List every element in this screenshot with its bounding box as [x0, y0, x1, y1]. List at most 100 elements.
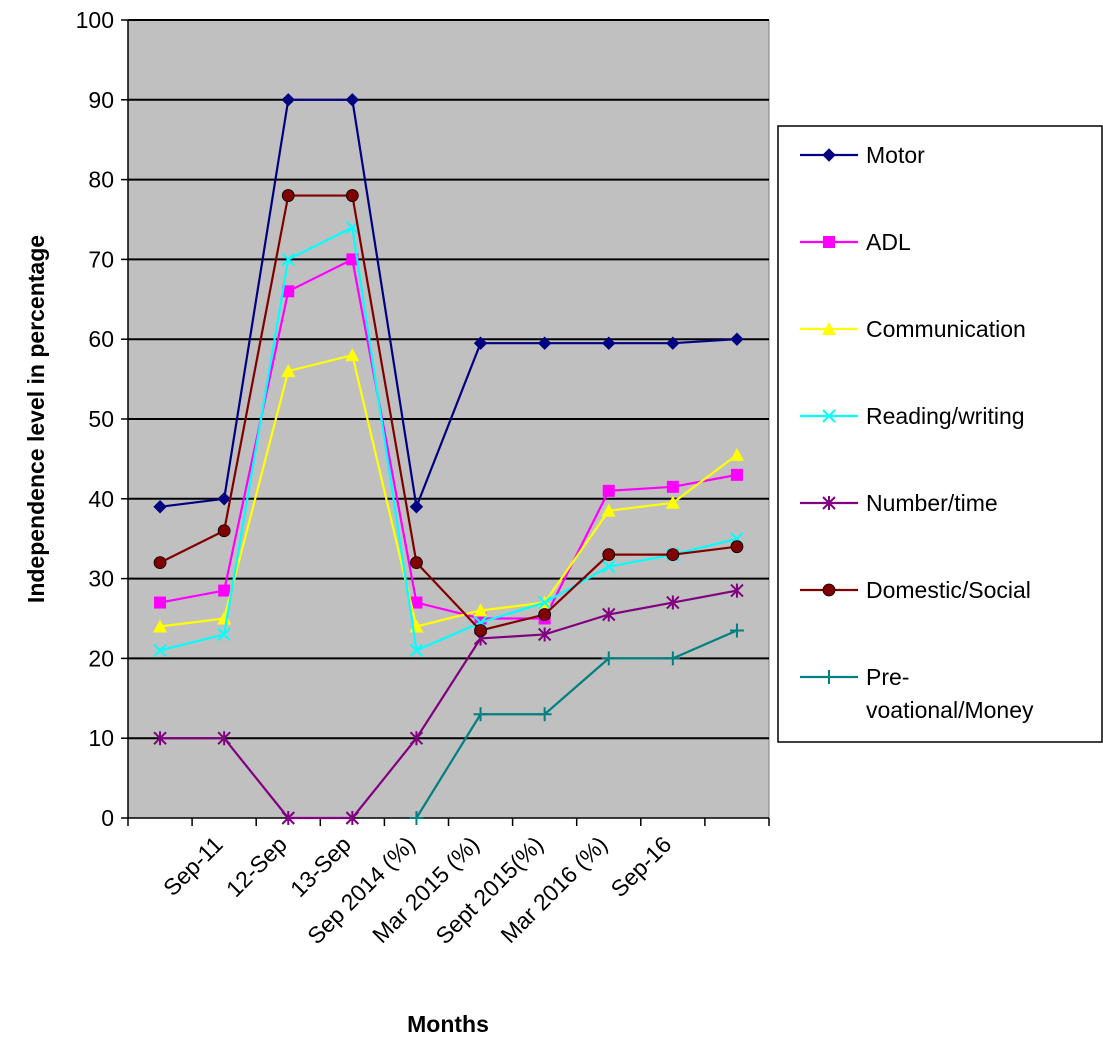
y-tick-label: 30 [88, 566, 114, 592]
data-point [666, 548, 680, 562]
data-point [218, 584, 231, 597]
legend-label-line: ADL [866, 229, 911, 255]
data-point [602, 548, 616, 562]
y-tick-labels: 0 10 20 30 40 50 60 70 80 90 100 [76, 7, 114, 831]
x-axis-title: Months [407, 1011, 489, 1037]
data-point [281, 811, 295, 825]
data-point [602, 607, 616, 622]
series-line [415, 629, 738, 819]
legend: Motor ADL Communication Reading/writing Numb… [777, 125, 1103, 743]
data-point [346, 253, 359, 266]
data-point [537, 595, 552, 610]
data-point [729, 623, 744, 638]
legend-label-line: Number/time [866, 490, 998, 516]
legend-label: Domestic/Social [866, 577, 1031, 603]
legend-marker [822, 409, 836, 423]
legend-marker [823, 236, 835, 248]
legend-label-line: Communication [866, 316, 1026, 342]
legend-marker [822, 148, 836, 162]
data-point [345, 348, 360, 362]
data-point [473, 707, 488, 722]
data-point [345, 811, 360, 825]
legend-marker [822, 496, 836, 510]
series-6 [409, 623, 744, 825]
series-4 [153, 583, 744, 825]
data-point [281, 189, 295, 202]
y-tick-label: 20 [88, 645, 114, 671]
series-3 [153, 220, 744, 658]
series-line [160, 589, 738, 820]
data-point [666, 336, 680, 350]
data-point [730, 583, 744, 598]
data-point [154, 596, 167, 609]
legend-label-line: Domestic/Social [866, 577, 1031, 603]
legend-label: Pre-voational/Money [866, 664, 1034, 723]
data-point [409, 731, 424, 746]
series-line [159, 353, 738, 628]
data-point [217, 492, 231, 506]
data-point [730, 540, 744, 554]
data-point [345, 189, 359, 202]
data-point [537, 707, 552, 722]
series-line [159, 194, 738, 632]
series-5 [153, 189, 744, 637]
data-point [537, 336, 552, 350]
data-point [153, 619, 168, 633]
data-point [730, 468, 743, 481]
y-axis-title: Independence level in percentage [23, 235, 49, 603]
data-point [730, 332, 744, 346]
data-point [601, 503, 616, 517]
data-point [409, 643, 424, 658]
data-point [281, 252, 295, 267]
series-0 [153, 93, 744, 514]
data-point [410, 596, 423, 609]
data-point [409, 811, 424, 825]
y-tick-label: 10 [88, 725, 114, 751]
data-point [282, 285, 295, 298]
legend-label: Motor [866, 142, 925, 168]
y-tick-label: 80 [88, 167, 114, 193]
gridlines [128, 19, 769, 740]
y-tick-label: 60 [88, 326, 114, 352]
data-point [281, 364, 296, 378]
data-point [217, 524, 231, 538]
legend-label: Communication [866, 316, 1026, 342]
data-point [665, 651, 680, 666]
data-point [666, 480, 679, 493]
data-point [153, 731, 167, 746]
legend-label: ADL [866, 229, 911, 255]
legend-label-line: Reading/writing [866, 403, 1025, 429]
y-tick-label: 50 [88, 406, 114, 432]
legend-marker [822, 583, 836, 597]
series-group [153, 93, 744, 825]
data-point [602, 484, 615, 497]
legend-label-line: voational/Money [866, 697, 1034, 723]
data-point [409, 500, 424, 514]
data-point [473, 603, 488, 617]
data-point [153, 556, 167, 570]
data-point [473, 336, 488, 350]
data-point [729, 447, 744, 461]
y-tick-label: 40 [88, 486, 114, 512]
legend-label: Number/time [866, 490, 998, 516]
legend-marker [822, 322, 836, 335]
data-point [153, 500, 167, 514]
y-tick-label: 90 [88, 87, 114, 113]
legend-label: Reading/writing [866, 403, 1025, 429]
data-point [666, 595, 680, 610]
legend-label-line: Pre- [866, 664, 909, 690]
data-point [602, 559, 616, 574]
series-line [159, 98, 738, 511]
legend-label-line: Motor [866, 142, 925, 168]
data-point [474, 624, 487, 637]
data-point [537, 627, 552, 642]
data-point [217, 611, 232, 625]
data-point [217, 627, 231, 642]
data-point [601, 651, 616, 666]
data-point [602, 336, 616, 350]
data-point [217, 731, 231, 746]
y-tick-label: 0 [101, 805, 114, 831]
data-point [665, 495, 680, 509]
